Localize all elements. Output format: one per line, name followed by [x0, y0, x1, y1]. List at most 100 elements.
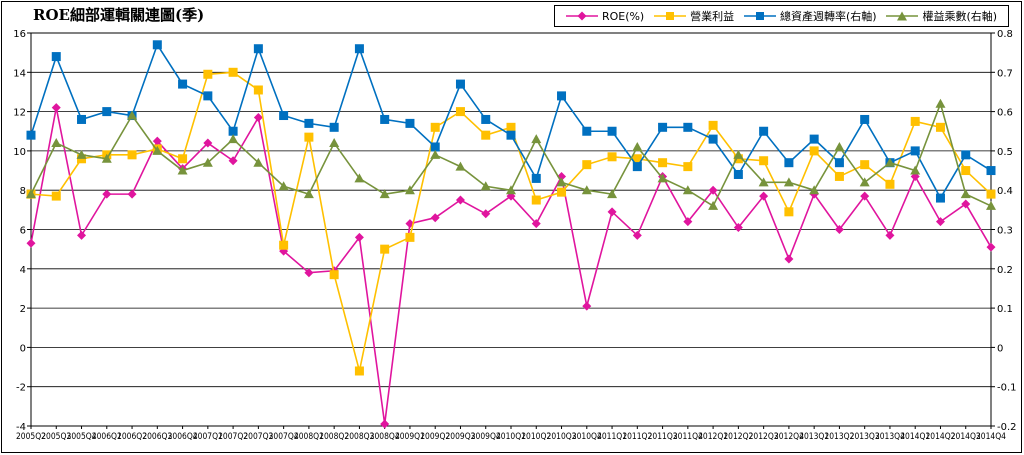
data-point	[582, 160, 592, 170]
x-axis-tick-label: 2013Q1	[799, 432, 829, 442]
data-point	[935, 98, 946, 108]
x-axis-tick-label: 2005Q4	[67, 432, 97, 442]
data-point	[986, 166, 996, 176]
data-point	[582, 301, 592, 311]
x-axis-tick-label: 2008Q3	[344, 432, 374, 442]
x-axis-tick-label: 2011Q4	[673, 432, 703, 442]
legend-label-roe: ROE(%)	[601, 9, 645, 23]
data-point	[758, 177, 769, 187]
data-point	[607, 152, 617, 162]
x-axis-tick-label: 2013Q3	[850, 432, 880, 442]
data-point	[430, 122, 440, 132]
legend-label-operating-profit: 營業利益	[690, 10, 735, 23]
data-point	[51, 191, 61, 201]
x-axis-tick-label: 2009Q1	[395, 432, 425, 442]
x-axis-tick-label: 2010Q1	[496, 432, 526, 442]
data-point	[885, 230, 895, 240]
data-point	[582, 126, 592, 136]
data-point	[178, 154, 188, 164]
series-1	[26, 67, 996, 376]
data-point	[986, 242, 996, 252]
data-point	[683, 162, 693, 172]
data-point	[455, 79, 465, 89]
data-point	[481, 130, 491, 140]
data-point	[961, 199, 971, 209]
data-point	[759, 191, 769, 201]
x-axis-tick-label: 2014Q4	[976, 432, 1006, 442]
data-point	[329, 270, 339, 280]
left-axis-tick-label: 12	[13, 108, 26, 119]
x-axis-tick-label: 2007Q1	[193, 432, 223, 442]
data-point	[405, 232, 415, 242]
data-point	[279, 240, 289, 250]
data-point	[961, 166, 971, 176]
data-point	[531, 195, 541, 205]
x-axis-tick-label: 2011Q3	[648, 432, 678, 442]
left-axis-tick-label: 16	[13, 29, 26, 40]
legend-label-asset-turnover: 總資產週轉率(右軸)	[779, 10, 877, 23]
left-axis-tick-label: -2	[16, 383, 26, 394]
left-axis-tick-label: 6	[20, 226, 26, 237]
right-axis-tick-label: 0.1	[997, 304, 1013, 315]
data-point	[632, 230, 642, 240]
right-axis-tick-label: 0.7	[997, 68, 1013, 79]
data-point	[607, 189, 618, 199]
left-axis-tick-label: 4	[20, 265, 26, 276]
data-point	[77, 114, 87, 124]
series	[26, 40, 996, 429]
data-point	[102, 107, 112, 117]
x-axis-tick-label: 2008Q4	[370, 432, 400, 442]
series-3	[26, 98, 996, 210]
left-axis-tick-label: 14	[13, 68, 26, 79]
legend-label-equity-multiplier: 權益乘數(右軸)	[922, 10, 998, 23]
data-point	[910, 116, 920, 126]
data-point	[910, 146, 920, 156]
data-point	[632, 141, 643, 151]
data-point	[733, 169, 743, 179]
data-point	[708, 200, 719, 210]
data-point	[127, 189, 137, 199]
data-point	[759, 126, 769, 136]
data-point	[405, 118, 415, 128]
data-point	[683, 217, 693, 227]
data-point	[152, 40, 162, 50]
data-point	[203, 91, 213, 101]
data-point	[809, 146, 819, 156]
data-point	[733, 149, 744, 159]
data-point	[481, 209, 491, 219]
data-point	[380, 244, 390, 254]
data-point	[380, 114, 390, 124]
legend-swatch-roe	[565, 11, 598, 21]
x-axis-tick-label: 2008Q2	[319, 432, 349, 442]
data-point	[708, 134, 718, 144]
data-point	[506, 130, 516, 140]
data-point	[455, 195, 465, 205]
right-axis-tick-label: 0.8	[997, 29, 1013, 40]
data-point	[253, 85, 263, 95]
legend-item-roe: ROE(%)	[565, 9, 645, 23]
data-point	[860, 160, 870, 170]
data-point	[102, 189, 112, 199]
x-axis-tick-label: 2006Q4	[168, 432, 198, 442]
left-axis-tick-label: 10	[13, 147, 26, 158]
x-axis-tick-label: 2010Q2	[521, 432, 551, 442]
data-point	[228, 126, 238, 136]
data-point	[986, 189, 996, 199]
tick-labels: -4 -2 0 2 4 6 8 10 12 14 16 -0.2 -0.1 0 0.1 0.2 0.3 0.4 0.…	[13, 29, 1016, 442]
data-point	[253, 44, 263, 54]
data-point	[77, 230, 87, 240]
data-point	[178, 79, 188, 89]
data-point	[682, 185, 693, 195]
legend-item-asset-turnover: 總資產週轉率(右軸)	[743, 8, 877, 24]
data-point	[404, 185, 415, 195]
data-point	[834, 141, 845, 151]
legend-swatch-asset-turnover	[743, 12, 776, 20]
x-axis-tick-label: 2013Q4	[875, 432, 905, 442]
x-axis-tick-label: 2011Q2	[622, 432, 652, 442]
x-axis-tick-label: 2005Q3	[41, 432, 71, 442]
x-axis-tick-label: 2005Q2	[16, 432, 46, 442]
data-point	[935, 217, 945, 227]
data-point	[632, 154, 642, 164]
data-point	[960, 189, 971, 199]
right-axis-tick-label: 0.3	[997, 226, 1013, 237]
